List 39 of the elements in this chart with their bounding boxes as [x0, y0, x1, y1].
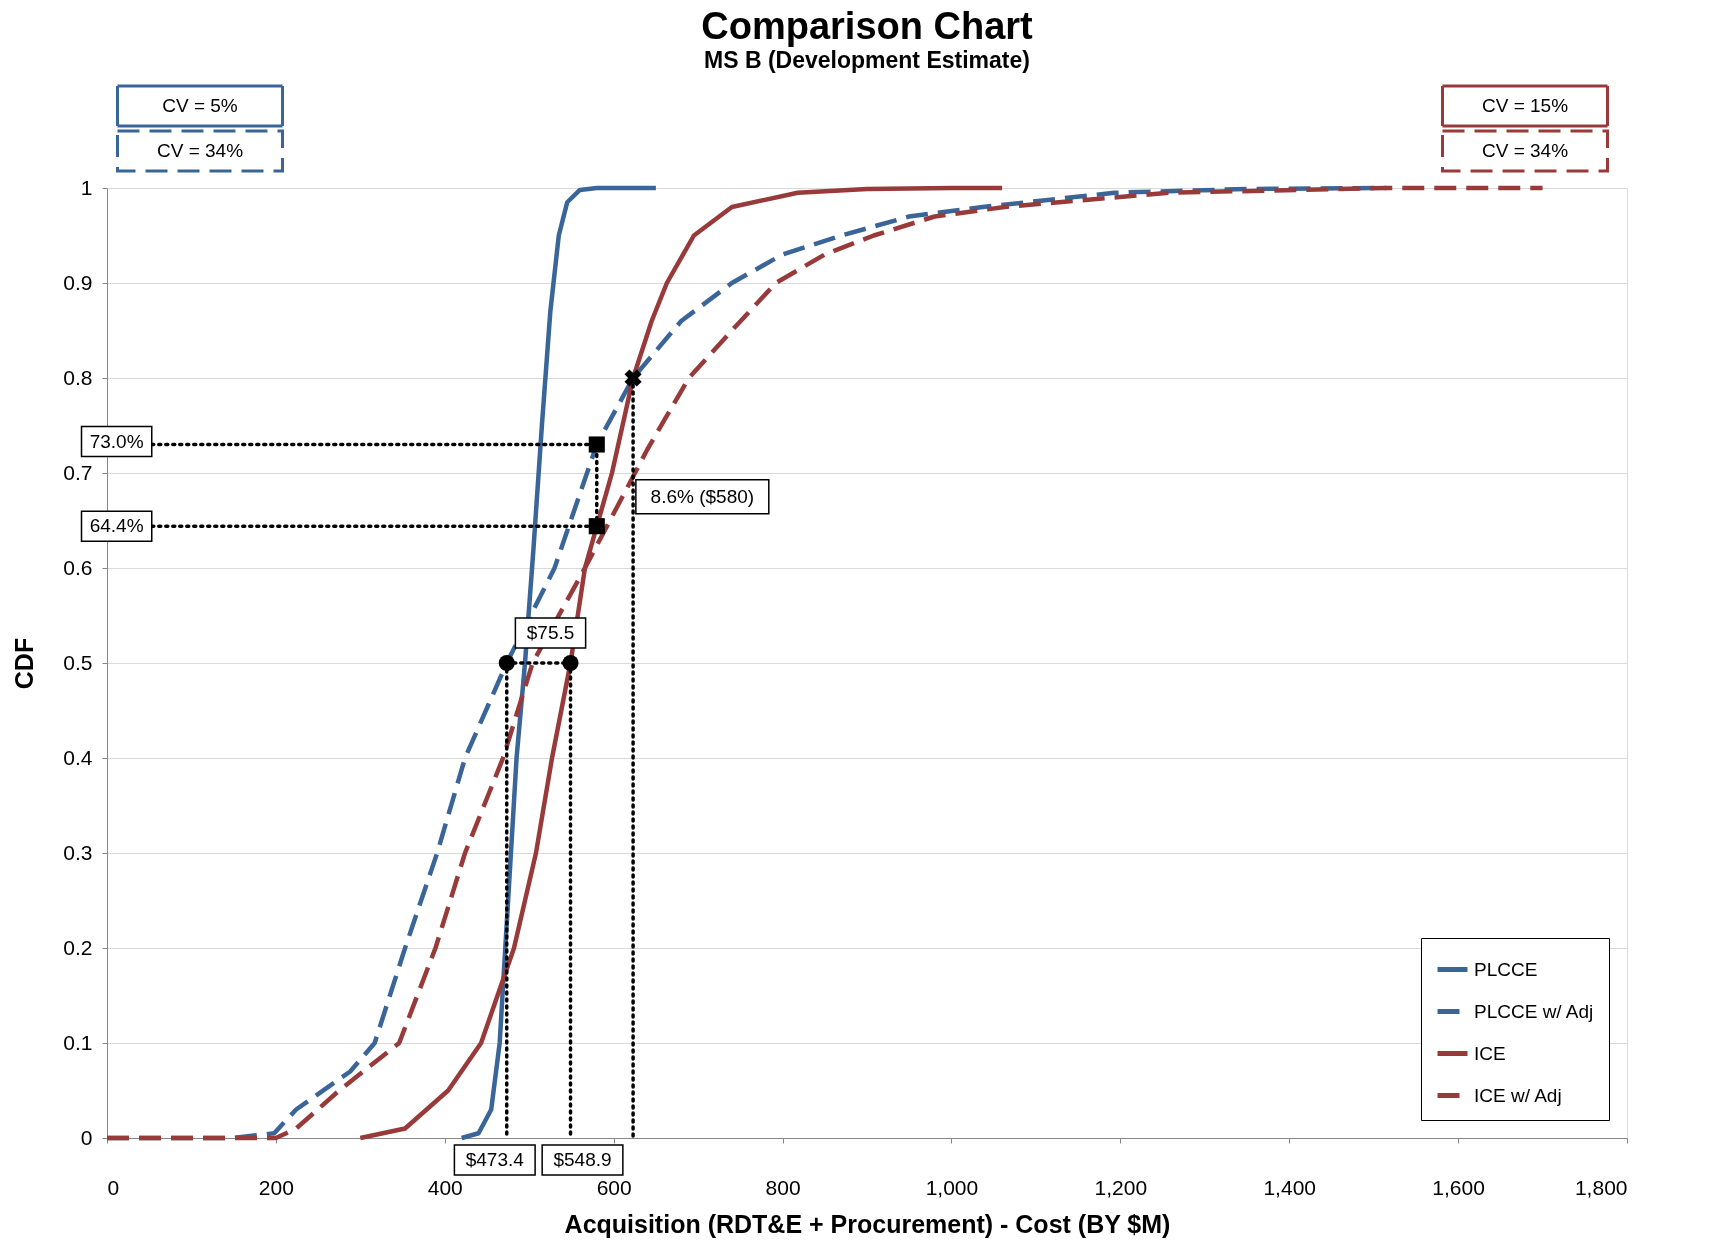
- text: CV = 5%: [162, 95, 238, 116]
- y-tick-label: 0.2: [63, 935, 93, 959]
- annotation: $473.4: [465, 1149, 525, 1170]
- x-tick-label: 0: [107, 1175, 120, 1199]
- annotation: 73.0%: [89, 430, 144, 452]
- annotation: 64.4%: [89, 515, 144, 537]
- x-tick-label: 1,800: [1574, 1175, 1628, 1199]
- text: CV = 34%: [1481, 140, 1569, 161]
- y-tick-label: 0.3: [63, 840, 93, 864]
- x-tick-label: 400: [427, 1175, 463, 1199]
- y-tick-label: 0.5: [63, 650, 93, 674]
- x-axis-title: Acquisition (RDT&E + Procurement) - Cost (BY $M): [564, 1209, 1171, 1238]
- y-tick-label: 0.4: [63, 745, 93, 769]
- text: CV = 34%: [156, 140, 244, 161]
- chart-title: Comparison Chart: [701, 4, 1034, 47]
- x-tick-label: 200: [258, 1175, 294, 1199]
- x-tick-label: 1,000: [925, 1175, 979, 1199]
- legend-label: ICE w/ Adj: [1474, 1084, 1562, 1106]
- legend-label: PLCCE w/ Adj: [1474, 1000, 1594, 1022]
- y-tick-label: 0.7: [63, 460, 93, 484]
- y-tick-label: 0.1: [63, 1030, 93, 1054]
- annotation: $75.5: [526, 622, 575, 643]
- legend-label: ICE: [1474, 1042, 1506, 1064]
- annotation: 8.6% ($580): [650, 485, 755, 507]
- annotation: $548.9: [553, 1149, 612, 1170]
- y-tick-label: 1: [80, 175, 93, 199]
- legend-label: PLCCE: [1474, 958, 1538, 980]
- x-tick-label: 1,400: [1263, 1175, 1316, 1199]
- y-tick-label: 0.6: [63, 555, 93, 579]
- y-axis-title: CDF: [10, 637, 39, 690]
- x-tick-label: 800: [765, 1175, 801, 1199]
- x-tick-label: 600: [596, 1175, 632, 1199]
- x-tick-label: 1,600: [1432, 1175, 1485, 1199]
- text: CV = 15%: [1481, 95, 1569, 116]
- y-tick-label: 0: [80, 1125, 93, 1149]
- x-tick-label: 1,200: [1094, 1175, 1148, 1199]
- chart-subtitle: MS B (Development Estimate): [704, 46, 1030, 73]
- y-tick-label: 0.8: [63, 365, 93, 389]
- y-tick-label: 0.9: [63, 270, 93, 294]
